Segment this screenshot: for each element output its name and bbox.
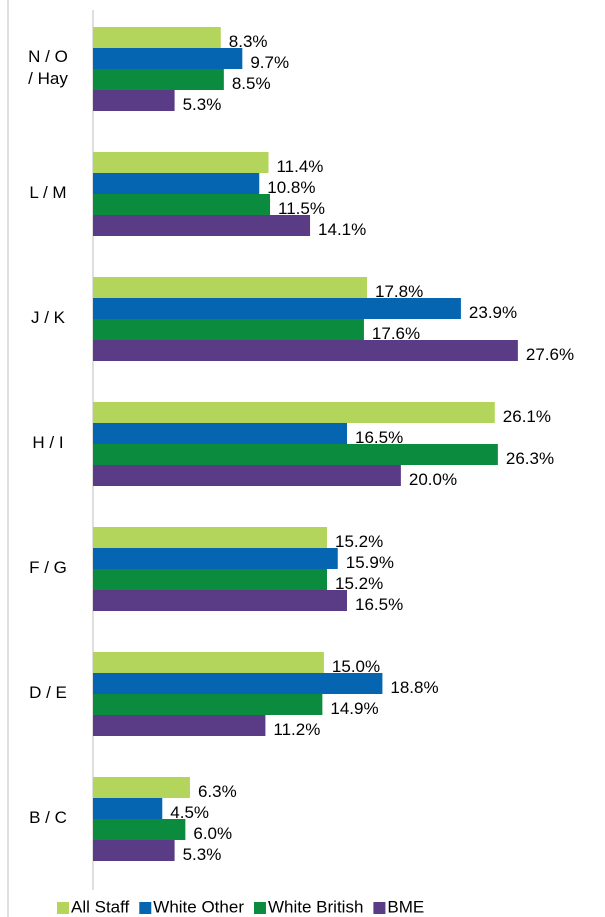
y-tick-label: N / O / Hay <box>28 47 68 88</box>
value-label: 15.2% <box>335 532 383 551</box>
bar <box>93 548 338 569</box>
bar <box>93 319 364 340</box>
bar <box>93 652 324 673</box>
value-label: 11.2% <box>273 720 320 739</box>
bar <box>93 590 347 611</box>
value-label: 26.3% <box>506 449 554 468</box>
value-label: 18.8% <box>390 678 438 697</box>
value-label: 10.8% <box>267 178 315 197</box>
legend-swatch <box>253 902 266 914</box>
y-tick-label: H / I <box>32 433 63 452</box>
bar <box>93 798 163 819</box>
legend-label: White Other <box>153 897 244 916</box>
value-label: 11.5% <box>278 199 325 218</box>
bar <box>93 277 368 298</box>
y-tick-label: L / M <box>29 183 66 202</box>
value-label: 4.5% <box>170 803 209 822</box>
bar <box>93 819 186 840</box>
bar <box>93 694 323 715</box>
value-label: 27.6% <box>526 345 574 364</box>
bar <box>93 173 260 194</box>
bar <box>93 298 461 319</box>
legend-swatch <box>373 902 386 914</box>
value-label: 26.1% <box>503 407 551 426</box>
value-label: 15.9% <box>346 553 394 572</box>
bar <box>93 194 271 215</box>
bar <box>93 465 401 486</box>
bar <box>93 402 495 423</box>
value-label: 14.9% <box>330 699 378 718</box>
y-tick-label: B / C <box>29 808 67 827</box>
value-label: 6.3% <box>198 782 237 801</box>
value-label: 17.6% <box>372 324 420 343</box>
value-label: 8.3% <box>229 32 268 51</box>
bar <box>93 69 224 90</box>
bar <box>93 27 221 48</box>
y-tick-label: D / E <box>29 683 67 702</box>
bar <box>93 90 175 111</box>
bar <box>93 840 175 861</box>
y-tick-label: J / K <box>31 308 66 327</box>
value-label: 15.2% <box>335 574 383 593</box>
value-label: 11.4% <box>276 157 323 176</box>
bar <box>93 444 498 465</box>
value-label: 16.5% <box>355 595 403 614</box>
y-tick-label: F / G <box>29 558 67 577</box>
bar <box>93 569 327 590</box>
bar <box>93 715 266 736</box>
legend-label: All Staff <box>71 897 130 916</box>
value-label: 8.5% <box>232 74 271 93</box>
bar <box>93 48 243 69</box>
legend-swatch <box>57 902 69 914</box>
bar <box>93 423 347 444</box>
bar <box>93 340 518 361</box>
bar <box>93 777 190 798</box>
value-label: 5.3% <box>183 95 222 114</box>
legend-label: BME <box>387 897 424 916</box>
bar <box>93 152 269 173</box>
value-label: 9.7% <box>250 53 289 72</box>
legend-label: White British <box>268 897 363 916</box>
value-label: 15.0% <box>332 657 380 676</box>
value-label: 5.3% <box>183 845 222 864</box>
value-label: 23.9% <box>469 303 517 322</box>
value-label: 20.0% <box>409 470 457 489</box>
value-label: 16.5% <box>355 428 403 447</box>
value-label: 6.0% <box>193 824 232 843</box>
bar <box>93 215 311 236</box>
legend-swatch <box>139 902 152 914</box>
value-label: 14.1% <box>318 220 366 239</box>
bar <box>93 673 383 694</box>
value-label: 17.8% <box>375 282 423 301</box>
bar <box>93 527 327 548</box>
